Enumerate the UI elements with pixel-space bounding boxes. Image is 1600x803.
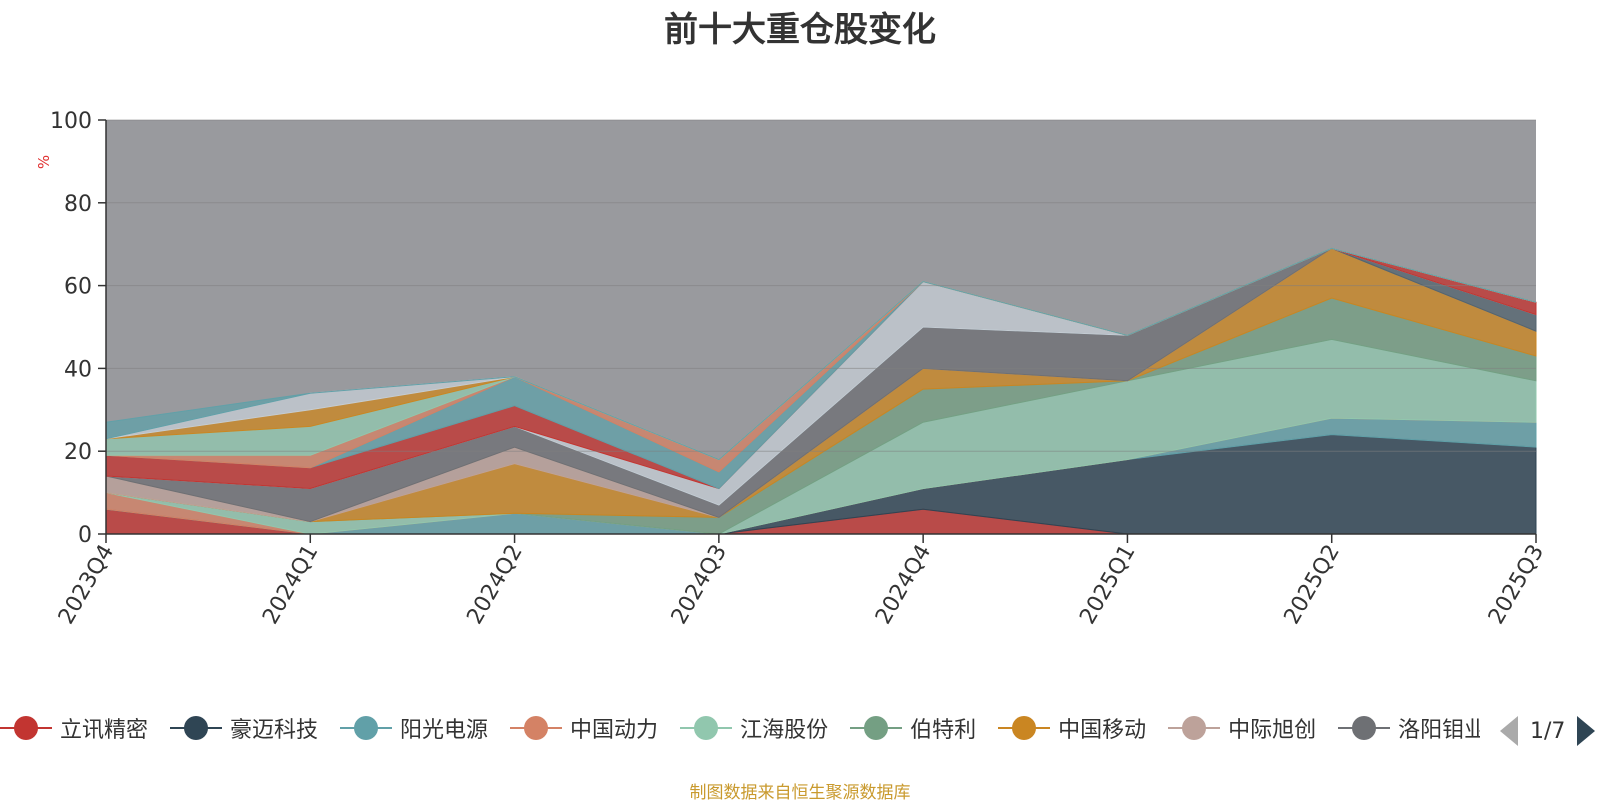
x-tick-label: 2023Q4 xyxy=(54,541,119,629)
x-tick-label: 2025Q3 xyxy=(1484,541,1549,629)
legend-item[interactable]: 中国移动 xyxy=(998,712,1146,744)
legend-marker-icon xyxy=(1168,716,1221,740)
y-tick-label: 80 xyxy=(64,192,92,217)
chart-legend: 立讯精密 豪迈科技 阳光电源 中国动力 江海股份 伯特利 中国移动 中际旭创 洛阳钼业 xyxy=(0,712,1480,756)
legend-marker-icon xyxy=(170,716,223,740)
legend-item[interactable]: 伯特利 xyxy=(850,712,976,744)
legend-label: 豪迈科技 xyxy=(230,718,319,743)
legend-item[interactable]: 中国动力 xyxy=(510,712,658,744)
legend-pager: 1/7 xyxy=(1500,716,1596,746)
legend-marker-icon xyxy=(340,716,393,740)
y-tick-label: 0 xyxy=(78,523,92,548)
legend-label: 中国移动 xyxy=(1058,718,1147,743)
legend-next-arrow-icon[interactable] xyxy=(1577,716,1596,746)
legend-prev-arrow-icon[interactable] xyxy=(1500,716,1518,746)
legend-label: 伯特利 xyxy=(910,718,977,743)
legend-label: 中国动力 xyxy=(570,718,659,743)
x-tick-label: 2024Q2 xyxy=(462,541,527,629)
legend-item[interactable]: 洛阳钼业 xyxy=(1338,712,1480,744)
legend-item[interactable]: 阳光电源 xyxy=(340,712,488,744)
y-tick-label: 40 xyxy=(64,357,92,382)
legend-marker-icon xyxy=(998,716,1051,740)
legend-marker-icon xyxy=(850,716,903,740)
x-tick-label: 2024Q4 xyxy=(871,541,936,629)
series-area-18[interactable] xyxy=(105,247,1537,461)
legend-marker-icon xyxy=(510,716,563,740)
legend-marker-icon xyxy=(680,716,733,740)
legend-label: 立讯精密 xyxy=(60,718,149,743)
y-axis-label: % xyxy=(35,155,53,169)
legend-label: 阳光电源 xyxy=(400,718,489,743)
legend-page-indicator: 1/7 xyxy=(1530,718,1566,744)
legend-marker-icon xyxy=(1338,716,1391,740)
chart-title: 前十大重仓股变化 xyxy=(664,10,936,50)
legend-item[interactable]: 中际旭创 xyxy=(1168,712,1316,744)
y-tick-label: 100 xyxy=(50,109,92,134)
legend-label: 中际旭创 xyxy=(1228,718,1317,743)
legend-item[interactable]: 立讯精密 xyxy=(0,712,148,744)
y-tick-label: 20 xyxy=(64,440,92,465)
legend-item[interactable]: 豪迈科技 xyxy=(170,712,318,744)
x-tick-label: 2025Q1 xyxy=(1075,541,1140,629)
legend-marker-icon xyxy=(0,716,52,740)
x-tick-label: 2024Q3 xyxy=(667,541,732,629)
x-tick-label: 2025Q2 xyxy=(1280,541,1345,629)
legend-item[interactable]: 江海股份 xyxy=(680,712,828,744)
source-note: 制图数据来自恒生聚源数据库 xyxy=(689,783,911,803)
x-tick-label: 2024Q1 xyxy=(258,541,323,629)
legend-label: 洛阳钼业 xyxy=(1398,718,1480,743)
legend-label: 江海股份 xyxy=(740,718,829,743)
y-tick-label: 60 xyxy=(64,275,92,300)
